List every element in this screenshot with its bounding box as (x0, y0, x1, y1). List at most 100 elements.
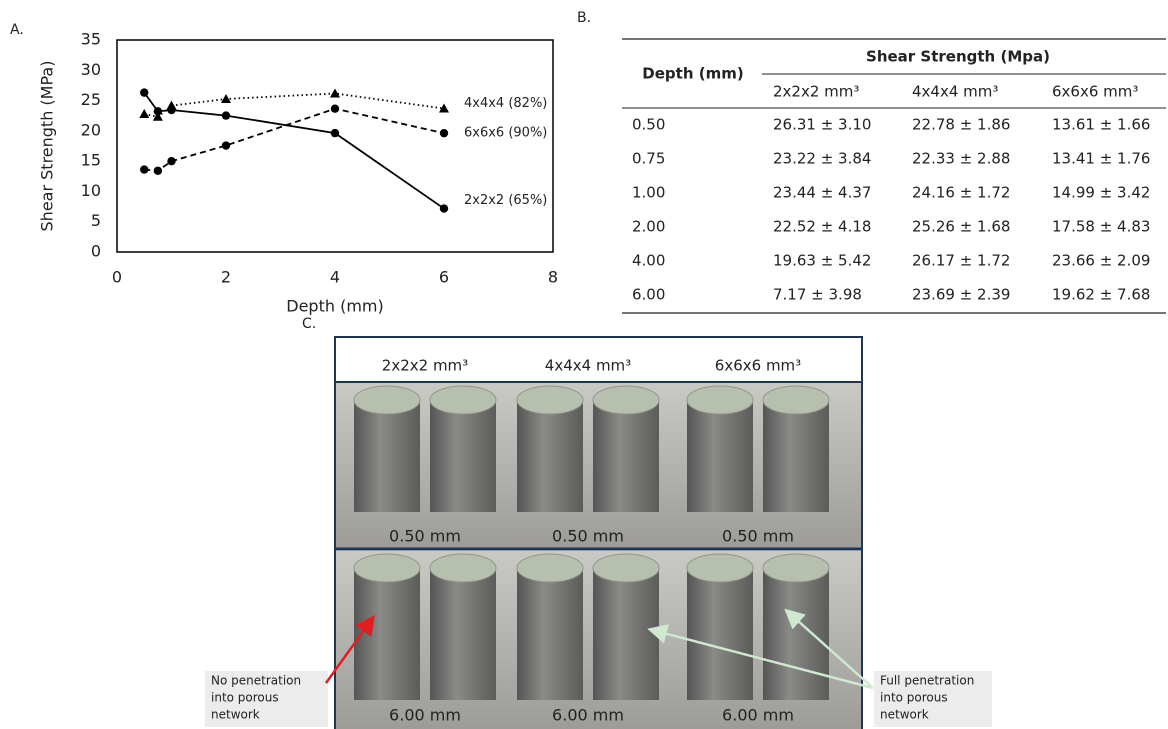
table-cell: 4.00 (632, 252, 665, 270)
table-cell: 25.26 ± 1.68 (912, 218, 1010, 236)
annotation: Full penetration (880, 674, 974, 688)
y-tick-label: 30 (81, 60, 101, 79)
marker (331, 129, 339, 137)
table-header: Depth (mm) (642, 65, 743, 83)
photo-column-header: 6x6x6 mm³ (715, 357, 801, 375)
series-line (144, 93, 444, 116)
y-tick-label: 5 (91, 211, 101, 230)
specimen-top (430, 386, 496, 414)
y-tick-label: 10 (81, 181, 101, 200)
specimen-top (763, 554, 829, 582)
table-header: Shear Strength (Mpa) (866, 48, 1050, 66)
table-cell: 19.63 ± 5.42 (773, 252, 871, 270)
annotation: No penetration (211, 674, 301, 688)
table-cell: 13.61 ± 1.66 (1052, 116, 1150, 134)
y-tick-label: 25 (81, 90, 101, 109)
specimen-top (354, 554, 420, 582)
specimen (687, 400, 753, 512)
table-cell: 24.16 ± 1.72 (912, 184, 1010, 202)
marker (440, 129, 448, 137)
specimen-top (763, 386, 829, 414)
photo-column-header: 2x2x2 mm³ (382, 357, 468, 375)
panel-label: B. (577, 10, 591, 26)
series-label: 4x4x4 (82%) (464, 96, 547, 111)
page: {"panel_labels": {"a": "A.", "b": "B.", … (0, 0, 1168, 729)
marker (140, 88, 148, 96)
y-tick-label: 35 (81, 30, 101, 49)
panel-label: C. (302, 316, 316, 332)
table-cell: 26.17 ± 1.72 (912, 252, 1010, 270)
annotation: into porous (880, 691, 948, 705)
marker (331, 104, 339, 112)
panel-label: A. (10, 22, 24, 38)
marker (222, 111, 230, 119)
specimen-top (517, 554, 583, 582)
specimen (593, 568, 659, 700)
table-cell: 17.58 ± 4.83 (1052, 218, 1150, 236)
specimen (430, 400, 496, 512)
specimen-top (517, 386, 583, 414)
annotation: network (211, 708, 260, 722)
photo-row-label: 6.00 mm (552, 706, 624, 725)
specimen (687, 568, 753, 700)
table-cell: 7.17 ± 3.98 (773, 286, 862, 304)
table-cell: 13.41 ± 1.76 (1052, 150, 1150, 168)
table-cell: 19.62 ± 7.68 (1052, 286, 1150, 304)
table-cell: 23.66 ± 2.09 (1052, 252, 1150, 270)
specimen (763, 568, 829, 700)
series-label: 2x2x2 (65%) (464, 193, 547, 208)
series-label: 6x6x6 (90%) (464, 126, 547, 141)
specimen-top (687, 554, 753, 582)
specimen-top (430, 554, 496, 582)
photo-row-label: 6.00 mm (722, 706, 794, 725)
table-cell: 6.00 (632, 286, 665, 304)
photo-row-label: 0.50 mm (722, 527, 794, 546)
specimen (763, 400, 829, 512)
photo-row-label: 0.50 mm (552, 527, 624, 546)
x-axis-label: Depth (mm) (286, 297, 383, 316)
marker (167, 101, 177, 110)
specimen (517, 568, 583, 700)
table-cell: 23.44 ± 4.37 (773, 184, 871, 202)
table-cell: 14.99 ± 3.42 (1052, 184, 1150, 202)
table-cell: 2.00 (632, 218, 665, 236)
y-tick-label: 0 (91, 242, 101, 261)
table-cell: 0.75 (632, 150, 665, 168)
table-cell: 22.78 ± 1.86 (912, 116, 1010, 134)
table-subheader: 2x2x2 mm³ (773, 83, 859, 101)
y-axis-label: Shear Strength (MPa) (38, 61, 57, 232)
table-cell: 1.00 (632, 184, 665, 202)
table-cell: 23.22 ± 3.84 (773, 150, 871, 168)
x-tick-label: 2 (221, 268, 231, 287)
x-tick-label: 8 (548, 268, 558, 287)
annotation: network (880, 708, 929, 722)
marker (140, 165, 148, 173)
table-cell: 26.31 ± 3.10 (773, 116, 871, 134)
specimen-top (687, 386, 753, 414)
specimen (354, 400, 420, 512)
table-cell: 23.69 ± 2.39 (912, 286, 1010, 304)
y-tick-label: 15 (81, 151, 101, 170)
table-cell: 22.52 ± 4.18 (773, 218, 871, 236)
specimen-top (593, 386, 659, 414)
table-subheader: 4x4x4 mm³ (912, 83, 998, 101)
x-tick-label: 0 (112, 268, 122, 287)
marker (222, 141, 230, 149)
table-cell: 22.33 ± 2.88 (912, 150, 1010, 168)
y-tick-label: 20 (81, 120, 101, 139)
figure: A. B. C. Depth (mm) Shear Strength (MPa)… (0, 0, 1168, 729)
marker (221, 94, 231, 103)
annotation: into porous (211, 691, 279, 705)
specimen (430, 568, 496, 700)
series-line (144, 93, 444, 209)
marker (167, 157, 175, 165)
photo-row-label: 0.50 mm (389, 527, 461, 546)
photo-row-label: 6.00 mm (389, 706, 461, 725)
specimen-top (354, 386, 420, 414)
marker (330, 88, 340, 97)
specimen-top (593, 554, 659, 582)
plot-frame (117, 40, 553, 252)
specimen (593, 400, 659, 512)
table-subheader: 6x6x6 mm³ (1052, 83, 1138, 101)
specimen (517, 400, 583, 512)
